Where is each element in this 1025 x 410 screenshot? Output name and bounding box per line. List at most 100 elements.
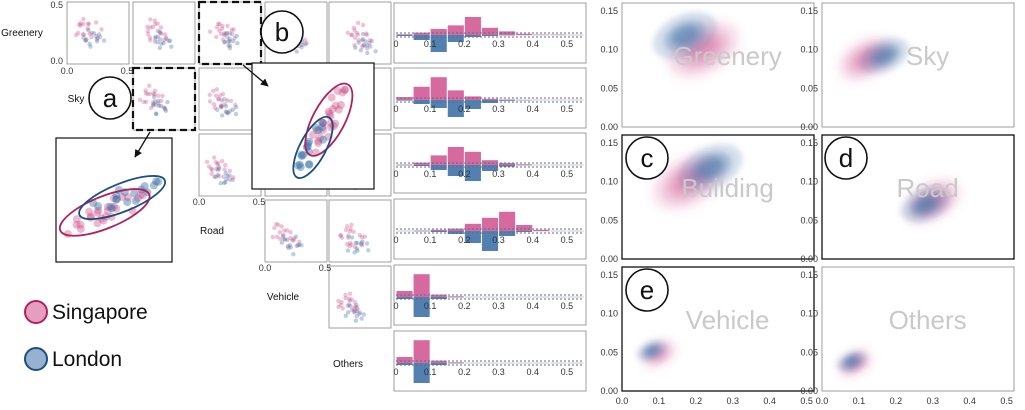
scatter-point-singapore [220,37,226,42]
inset-point-singapore [324,107,333,116]
scatter-point-london [153,34,158,39]
scatter-point-singapore [78,23,83,28]
density-blob-london [697,158,724,178]
scatter-point-london [369,38,374,44]
histogram-bar-london [413,363,430,383]
callout-d: d [824,136,868,180]
confidence-ellipse-london [292,115,334,179]
tick-label: 0.0 [61,66,74,76]
scatter-point-singapore [355,20,361,26]
density-panel-greenery: Greenery 0.00 0.05 0.10 0.15 [600,2,815,132]
density-x-tick: 0.2 [690,396,703,406]
density-y-tick: 0.15 [800,270,818,280]
histogram-sky: 0 0.1 0.2 0.3 0.4 0.5 [393,67,587,129]
histogram-bar-singapore [430,360,447,363]
histogram-bar-singapore [481,217,499,231]
inset-point-singapore [103,206,112,215]
scatter-point-singapore [207,99,213,104]
inset-point-singapore [319,118,328,127]
density-x-tick: 0.1 [653,396,666,406]
inset-point-singapore [327,93,336,102]
scatter-point-singapore [81,32,87,37]
scatter-cell-frame [66,1,130,65]
scatter-point-singapore [78,20,83,26]
scatter-point-singapore [227,108,233,114]
histogram-building: 0 0.1 0.2 0.3 0.4 0.5 [393,132,587,194]
scatter-point-singapore [153,21,158,27]
density-y-tick: 0.05 [800,347,818,357]
scatter-point-singapore [344,224,350,229]
scatter-point-singapore [214,34,219,40]
scatter-point-singapore [86,21,91,26]
histogram-bar-singapore [413,32,430,35]
scatter-point-london [222,32,227,38]
density-x-tick: 0.3 [727,396,740,406]
scatter-point-singapore [349,222,354,228]
scatter-point-singapore [225,35,230,40]
histogram-bar-london [464,165,481,181]
scatter-point-singapore [355,32,361,37]
scatter-cell-frame [198,67,262,131]
density-y-tick: 0.05 [600,347,618,357]
scatter-point-singapore [220,91,226,97]
scatter-point-singapore [279,224,284,229]
scatter-point-singapore [143,99,149,105]
scatter-point-london [163,108,169,113]
scatter-point-singapore [217,93,223,98]
scatter-point-london [348,303,353,309]
scatter-point-london [368,44,373,49]
scatter-point-singapore [343,227,349,233]
scatter-point-london [357,310,363,316]
scatter-point-singapore [349,242,354,247]
scatter-point-london [366,248,371,253]
scatter-point-singapore [229,27,234,32]
legend: Singapore London [24,300,148,371]
scatter-point-singapore [222,101,228,107]
panel-title-building: Building [681,173,774,203]
scatter-point-london [359,316,364,321]
inset-point-singapore [112,204,121,213]
scatter-point-singapore [147,91,153,96]
scatter-point-london [224,110,229,115]
scatter-point-singapore [354,305,360,310]
density-x-tick: 0.1 [853,396,866,406]
scatter-point-london [346,302,352,307]
scatter-point-london [295,243,301,248]
scatter-point-singapore [356,37,361,43]
scatter-point-london [214,166,219,172]
scatter-point-london [230,177,235,183]
histogram-bar-singapore [447,90,464,100]
scatter-point-singapore [214,25,220,30]
scatter-point-london [356,40,361,45]
inset-point-london [113,195,122,204]
histogram-tick-label: 0.5 [561,235,574,245]
scatter-point-london [155,98,161,104]
inset-point-singapore [314,139,323,148]
highlight-a-cell [131,66,197,132]
scatter-point-london [349,235,355,240]
scatter-point-singapore [277,230,283,235]
scatter-point-london [354,302,359,308]
scatter-point-singapore [281,232,286,238]
scatter-point-singapore [152,88,158,93]
density-y-tick: 0.00 [800,386,818,396]
scatter-point-singapore [356,311,362,317]
scatter-point-singapore [292,236,297,241]
scatter-point-singapore [215,160,221,166]
scatter-point-london [285,237,290,243]
scatter-point-london [157,45,163,51]
tick-label: 0.0 [50,56,63,66]
scatter-point-london [158,30,163,36]
scatter-point-london [223,170,228,176]
histogram-bar-london [481,35,499,36]
scatter-point-london [169,44,174,49]
histogram-bar-london [396,100,413,101]
scatter-point-london [101,38,107,43]
scatter-point-london [235,40,240,46]
callout-label: a [103,83,118,113]
inset-point-london [107,204,116,213]
scatter-point-singapore [339,235,345,240]
density-x-tick: 0.4 [963,396,976,406]
histogram-bar-london [430,35,447,52]
scatter-point-singapore [231,175,236,180]
